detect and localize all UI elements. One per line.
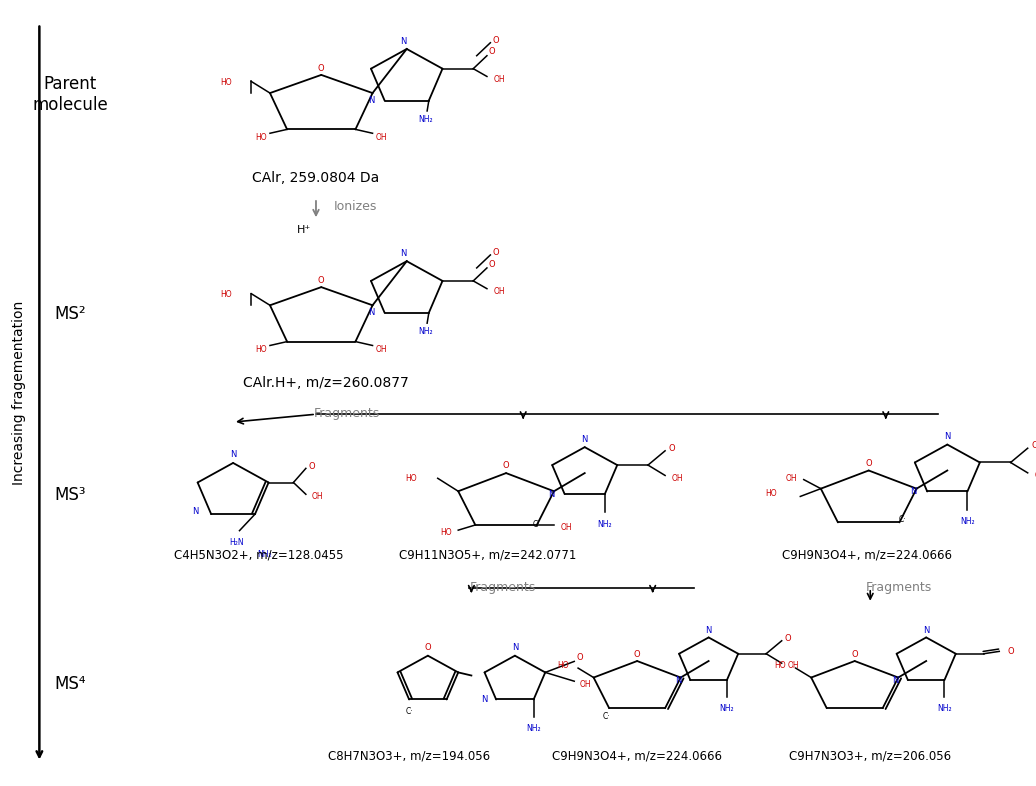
Text: OH: OH: [785, 474, 797, 483]
Text: C·: C·: [899, 516, 906, 524]
Text: MS³: MS³: [55, 487, 86, 504]
Text: HO: HO: [775, 661, 786, 670]
Text: Parent
molecule: Parent molecule: [32, 75, 109, 114]
Text: HO: HO: [255, 345, 266, 354]
Text: O: O: [489, 259, 495, 269]
Text: NH₂: NH₂: [720, 703, 735, 713]
Text: HO: HO: [765, 490, 776, 498]
Text: N: N: [368, 308, 374, 318]
Text: O: O: [634, 650, 640, 659]
Text: NH₂: NH₂: [526, 724, 541, 733]
Text: Fragments: Fragments: [866, 581, 932, 593]
Text: N: N: [706, 626, 712, 635]
Text: N: N: [674, 676, 681, 685]
Text: N: N: [482, 695, 488, 704]
Text: C·: C·: [602, 712, 610, 721]
Text: OH: OH: [494, 287, 506, 296]
Text: O: O: [852, 650, 858, 659]
Text: N: N: [368, 96, 374, 105]
Text: Ionizes: Ionizes: [334, 200, 377, 213]
Text: NH₂: NH₂: [419, 115, 433, 124]
Text: O: O: [865, 459, 872, 468]
Text: Increasing fragementation: Increasing fragementation: [11, 301, 26, 485]
Text: O: O: [1031, 441, 1036, 450]
Text: Fragments: Fragments: [469, 581, 536, 593]
Text: CAlr.H+, m/z=260.0877: CAlr.H+, m/z=260.0877: [243, 376, 409, 390]
Text: O: O: [577, 652, 583, 662]
Text: O: O: [309, 461, 315, 471]
Text: OH: OH: [672, 473, 684, 483]
Text: OH: OH: [494, 75, 506, 83]
Text: N: N: [892, 676, 898, 685]
Text: OH: OH: [376, 345, 387, 354]
Text: OH: OH: [312, 492, 323, 501]
Text: HO: HO: [221, 78, 232, 87]
Text: C8H7N3O3+, m/z=194.056: C8H7N3O3+, m/z=194.056: [328, 750, 490, 762]
Text: HO: HO: [221, 290, 232, 299]
Text: HO: HO: [557, 661, 569, 670]
Text: O: O: [1007, 647, 1013, 656]
Text: O: O: [425, 644, 431, 652]
Text: C9H9N3O4+, m/z=224.0666: C9H9N3O4+, m/z=224.0666: [782, 549, 952, 561]
Text: C9H11N3O5+, m/z=242.0771: C9H11N3O5+, m/z=242.0771: [399, 549, 576, 561]
Text: NH₂: NH₂: [598, 520, 612, 529]
Text: HO: HO: [439, 528, 452, 538]
Text: O: O: [318, 276, 324, 285]
Text: OH: OH: [788, 661, 800, 670]
Text: NH₂: NH₂: [960, 517, 975, 527]
Text: Fragments: Fragments: [314, 407, 380, 420]
Text: N: N: [512, 644, 518, 652]
Text: HO: HO: [255, 133, 266, 141]
Text: N: N: [400, 37, 406, 46]
Text: N: N: [400, 249, 406, 258]
Text: C4H5N3O2+, m/z=128.0455: C4H5N3O2+, m/z=128.0455: [174, 549, 344, 561]
Text: N: N: [581, 435, 587, 444]
Text: MS²: MS²: [55, 306, 86, 323]
Text: OH: OH: [1035, 471, 1036, 480]
Text: C·: C·: [534, 520, 541, 530]
Text: CAlr, 259.0804 Da: CAlr, 259.0804 Da: [253, 171, 379, 185]
Text: NH₂: NH₂: [419, 327, 433, 336]
Text: C9H9N3O4+, m/z=224.0666: C9H9N3O4+, m/z=224.0666: [552, 750, 722, 762]
Text: O: O: [489, 47, 495, 57]
Text: OH: OH: [560, 523, 573, 532]
Text: H₂N: H₂N: [229, 538, 243, 547]
Text: MS⁴: MS⁴: [55, 675, 86, 692]
Text: N: N: [548, 490, 554, 498]
Text: NH₂: NH₂: [257, 549, 271, 559]
Text: O: O: [318, 64, 324, 73]
Text: N: N: [911, 487, 917, 496]
Text: C9H7N3O3+, m/z=206.056: C9H7N3O3+, m/z=206.056: [789, 750, 951, 762]
Text: N: N: [230, 450, 236, 459]
Text: OH: OH: [580, 680, 592, 689]
Text: O: O: [668, 444, 675, 453]
Text: O: O: [502, 461, 510, 470]
Text: O: O: [492, 248, 498, 257]
Text: HO: HO: [405, 474, 418, 483]
Text: NH₂: NH₂: [938, 703, 952, 713]
Text: OH: OH: [376, 133, 387, 141]
Text: N: N: [944, 432, 950, 441]
Text: H⁺: H⁺: [296, 226, 311, 235]
Text: O: O: [492, 35, 498, 45]
Text: C·: C·: [405, 707, 413, 716]
Text: N: N: [193, 507, 199, 516]
Text: O: O: [784, 634, 792, 643]
Text: N: N: [923, 626, 929, 635]
